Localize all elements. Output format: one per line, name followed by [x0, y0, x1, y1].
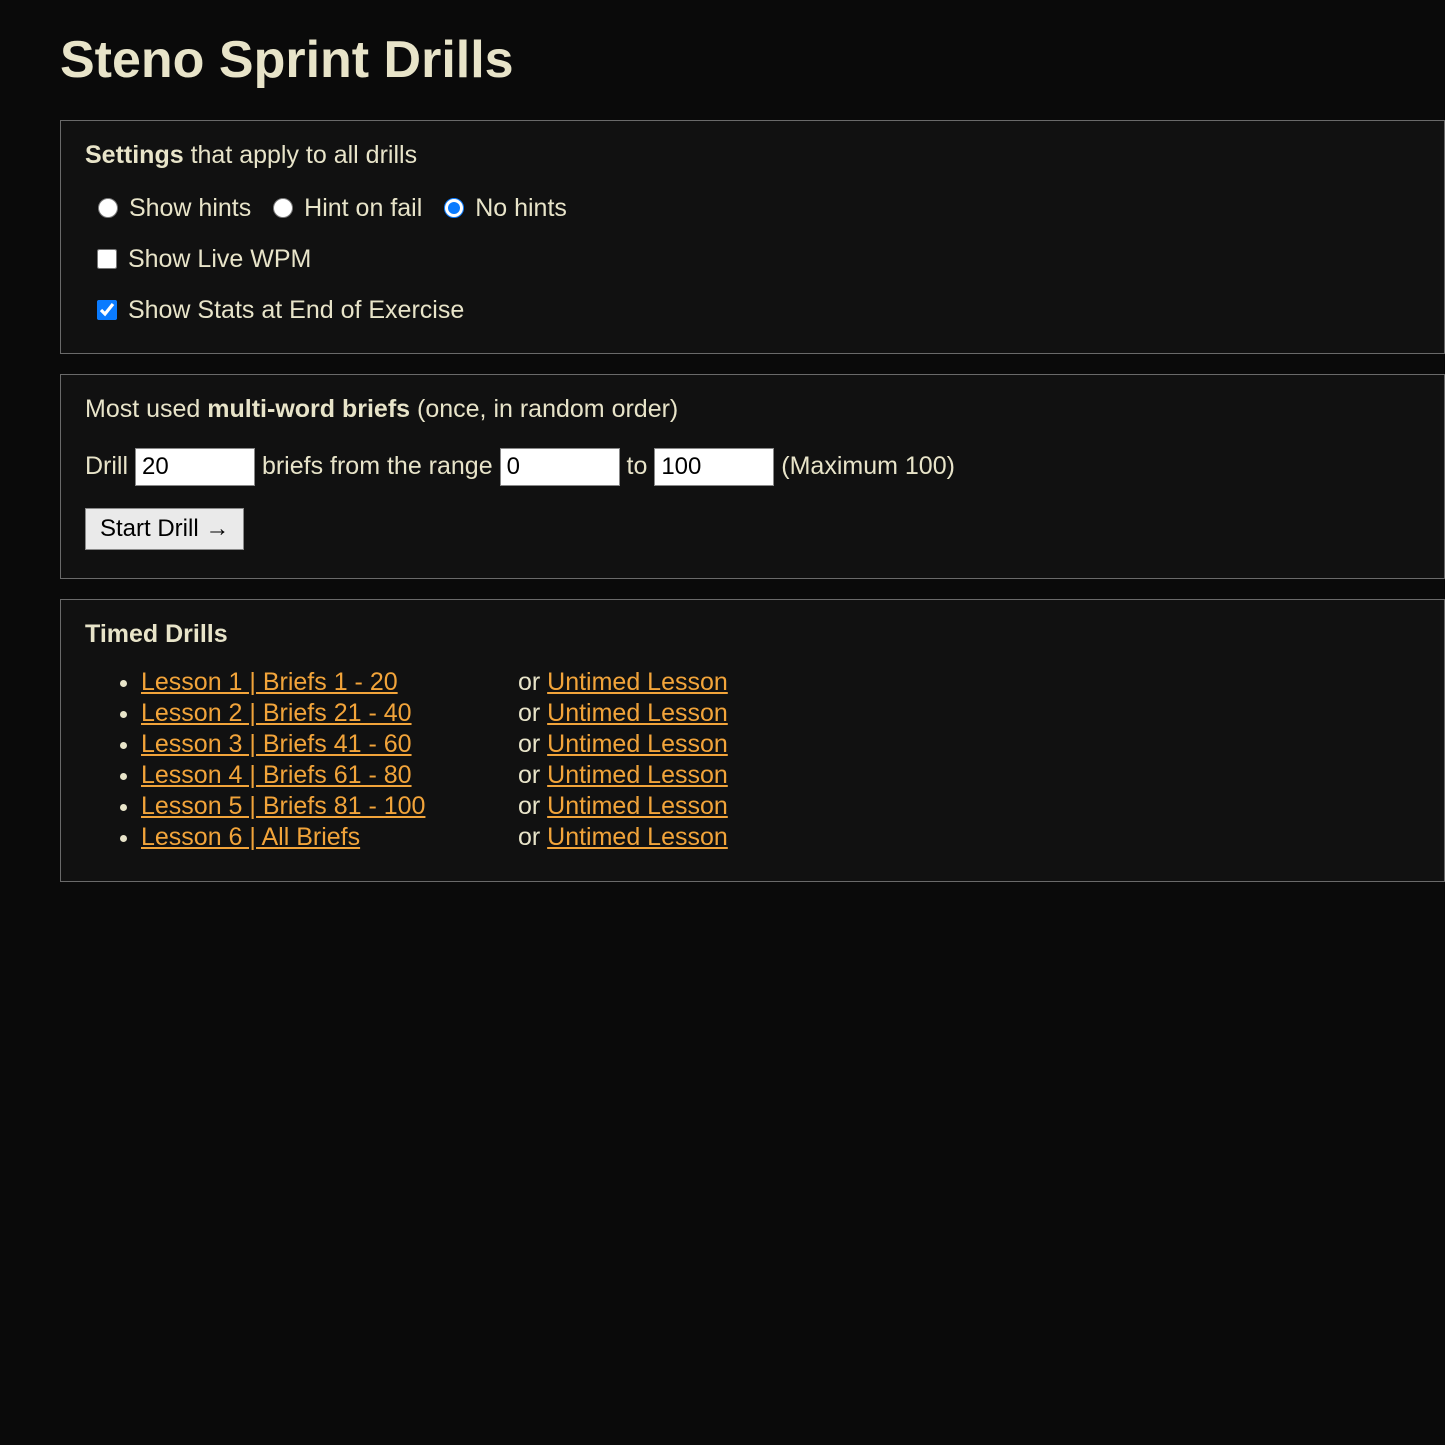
settings-panel: Settings that apply to all drills Show h… — [60, 120, 1445, 354]
drill-label-mid: briefs from the range — [262, 452, 500, 480]
radio-no-hints[interactable] — [444, 198, 464, 218]
show-live-wpm-text: Show Live WPM — [128, 245, 311, 273]
range-from-input[interactable] — [500, 448, 620, 486]
max-note: (Maximum 100) — [781, 452, 955, 480]
drill-count-input[interactable] — [135, 448, 255, 486]
briefs-intro: Most used multi-word briefs (once, in ra… — [85, 395, 1420, 424]
radio-show-hints-label[interactable]: Show hints — [93, 194, 258, 222]
briefs-intro-pre: Most used — [85, 395, 207, 423]
briefs-intro-post: (once, in random order) — [410, 395, 678, 423]
radio-hint-on-fail-label[interactable]: Hint on fail — [268, 194, 429, 222]
lesson-link[interactable]: Lesson 2 | Briefs 21 - 40 — [141, 699, 412, 727]
lesson-link[interactable]: Lesson 4 | Briefs 61 - 80 — [141, 761, 412, 789]
or-text: or — [518, 761, 547, 789]
timed-drills-title: Timed Drills — [85, 620, 1420, 649]
show-stats-text: Show Stats at End of Exercise — [128, 296, 464, 324]
lesson-link[interactable]: Lesson 6 | All Briefs — [141, 823, 360, 851]
start-drill-button[interactable]: Start Drill → — [85, 508, 244, 550]
settings-legend: Settings that apply to all drills — [85, 141, 1420, 170]
or-text: or — [518, 699, 547, 727]
radio-hint-on-fail-text: Hint on fail — [304, 194, 422, 222]
untimed-lesson-link[interactable]: Untimed Lesson — [547, 792, 728, 820]
list-item: Lesson 4 | Briefs 61 - 80 or Untimed Les… — [141, 760, 1420, 791]
settings-legend-rest: that apply to all drills — [184, 141, 417, 169]
drill-label-pre: Drill — [85, 452, 135, 480]
radio-no-hints-label[interactable]: No hints — [439, 194, 567, 222]
untimed-lesson-link[interactable]: Untimed Lesson — [547, 699, 728, 727]
lesson-link[interactable]: Lesson 1 | Briefs 1 - 20 — [141, 668, 398, 696]
show-live-wpm-label[interactable]: Show Live WPM — [93, 245, 311, 273]
show-live-wpm-checkbox[interactable] — [97, 249, 117, 269]
drill-label-to: to — [627, 452, 655, 480]
list-item: Lesson 6 | All Briefs or Untimed Lesson — [141, 822, 1420, 853]
or-text: or — [518, 668, 547, 696]
untimed-lesson-link[interactable]: Untimed Lesson — [547, 668, 728, 696]
or-text: or — [518, 792, 547, 820]
radio-show-hints[interactable] — [98, 198, 118, 218]
untimed-lesson-link[interactable]: Untimed Lesson — [547, 761, 728, 789]
list-item: Lesson 3 | Briefs 41 - 60 or Untimed Les… — [141, 729, 1420, 760]
show-stats-label[interactable]: Show Stats at End of Exercise — [93, 296, 464, 324]
drill-config-row: Drill briefs from the range to (Maximum … — [85, 448, 1420, 486]
radio-show-hints-text: Show hints — [129, 194, 251, 222]
or-text: or — [518, 823, 547, 851]
untimed-lesson-link[interactable]: Untimed Lesson — [547, 823, 728, 851]
radio-hint-on-fail[interactable] — [273, 198, 293, 218]
list-item: Lesson 1 | Briefs 1 - 20 or Untimed Less… — [141, 667, 1420, 698]
settings-legend-bold: Settings — [85, 141, 184, 169]
briefs-intro-bold: multi-word briefs — [207, 395, 410, 423]
lesson-link[interactable]: Lesson 5 | Briefs 81 - 100 — [141, 792, 425, 820]
range-to-input[interactable] — [654, 448, 774, 486]
timed-drills-panel: Timed Drills Lesson 1 | Briefs 1 - 20 or… — [60, 599, 1445, 882]
briefs-panel: Most used multi-word briefs (once, in ra… — [60, 374, 1445, 579]
untimed-lesson-link[interactable]: Untimed Lesson — [547, 730, 728, 758]
page-title: Steno Sprint Drills — [60, 30, 1445, 90]
lessons-list: Lesson 1 | Briefs 1 - 20 or Untimed Less… — [85, 667, 1420, 853]
or-text: or — [518, 730, 547, 758]
hints-radio-group: Show hints Hint on fail No hints — [93, 194, 1420, 223]
list-item: Lesson 5 | Briefs 81 - 100 or Untimed Le… — [141, 791, 1420, 822]
lesson-link[interactable]: Lesson 3 | Briefs 41 - 60 — [141, 730, 412, 758]
show-stats-checkbox[interactable] — [97, 300, 117, 320]
radio-no-hints-text: No hints — [475, 194, 567, 222]
list-item: Lesson 2 | Briefs 21 - 40 or Untimed Les… — [141, 698, 1420, 729]
